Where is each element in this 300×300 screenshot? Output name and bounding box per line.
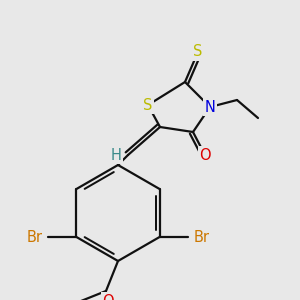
Text: Br: Br [26, 230, 42, 244]
Text: H: H [111, 148, 122, 163]
Text: Br: Br [194, 230, 210, 244]
Text: S: S [143, 98, 153, 112]
Text: O: O [199, 148, 211, 163]
Text: N: N [205, 100, 215, 115]
Text: S: S [193, 44, 203, 59]
Text: O: O [102, 293, 114, 300]
